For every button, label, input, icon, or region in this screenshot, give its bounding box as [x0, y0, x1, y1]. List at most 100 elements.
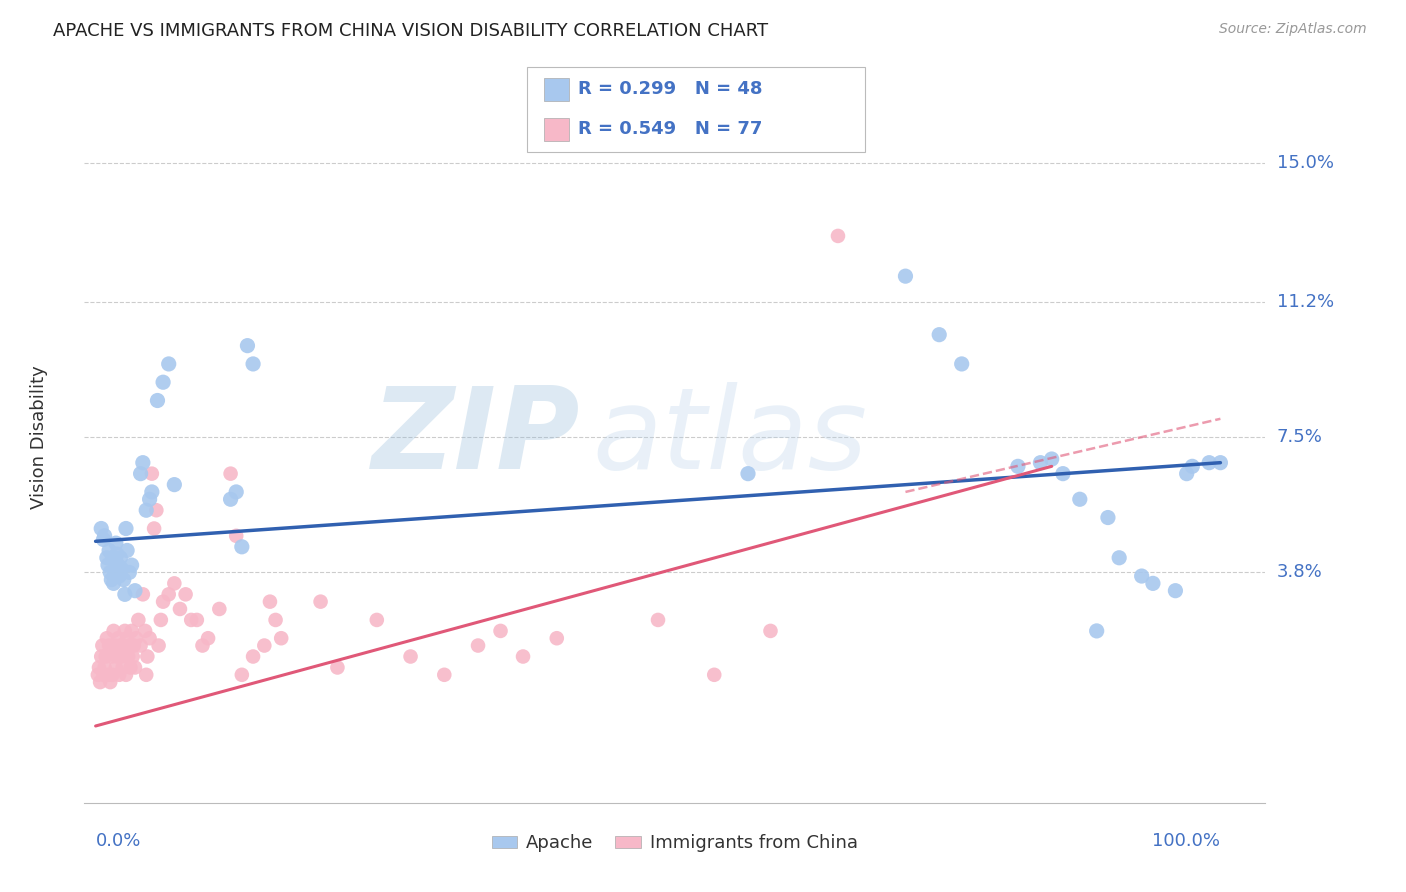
Point [125, 632, 148, 646]
Point [110, 562, 132, 576]
Point [104, 566, 127, 580]
Point [138, 492, 160, 507]
Point [112, 639, 135, 653]
Point [124, 660, 146, 674]
Point [231, 540, 253, 554]
Point [118, 639, 141, 653]
Point [98, 543, 121, 558]
Point [107, 558, 129, 573]
Point [98, 675, 121, 690]
Text: 11.2%: 11.2% [1277, 293, 1334, 310]
Point [97, 558, 120, 573]
Point [149, 613, 172, 627]
Point [110, 649, 132, 664]
Point [141, 485, 163, 500]
Text: 3.8%: 3.8% [1277, 564, 1322, 582]
Point [197, 632, 219, 646]
Legend: Apache, Immigrants from China: Apache, Immigrants from China [485, 827, 865, 860]
Point [87, 660, 110, 674]
Point [132, 587, 155, 601]
Point [121, 624, 143, 638]
Point [366, 613, 388, 627]
Point [1052, 467, 1074, 481]
Point [124, 583, 146, 598]
Point [93, 529, 115, 543]
Point [1097, 510, 1119, 524]
Point [242, 357, 264, 371]
Point [115, 667, 138, 681]
Point [136, 649, 159, 664]
Point [127, 613, 149, 627]
Text: APACHE VS IMMIGRANTS FROM CHINA VISION DISABILITY CORRELATION CHART: APACHE VS IMMIGRANTS FROM CHINA VISION D… [53, 22, 769, 40]
Point [208, 602, 231, 616]
Point [93, 660, 115, 674]
Point [1142, 576, 1164, 591]
Point [93, 667, 115, 681]
Point [145, 503, 167, 517]
Point [104, 660, 127, 674]
Text: Source: ZipAtlas.com: Source: ZipAtlas.com [1219, 22, 1367, 37]
Point [146, 393, 169, 408]
Text: 0.0%: 0.0% [96, 832, 141, 850]
Point [1175, 467, 1198, 481]
Point [1029, 456, 1052, 470]
Point [97, 667, 120, 681]
Point [1130, 569, 1153, 583]
Point [259, 594, 281, 608]
Point [399, 649, 422, 664]
Point [827, 228, 849, 243]
Point [191, 639, 214, 653]
Point [98, 639, 121, 653]
Point [894, 269, 917, 284]
Point [132, 456, 155, 470]
Point [104, 536, 127, 550]
Point [96, 632, 118, 646]
Text: 15.0%: 15.0% [1277, 153, 1333, 172]
Point [546, 632, 568, 646]
Point [157, 357, 180, 371]
Point [928, 327, 950, 342]
Point [111, 660, 134, 674]
Point [90, 521, 112, 535]
Point [114, 587, 136, 601]
Point [219, 467, 242, 481]
Point [100, 573, 122, 587]
Point [174, 587, 197, 601]
Point [326, 660, 349, 674]
Point [169, 602, 191, 616]
Point [157, 587, 180, 601]
Point [105, 649, 128, 664]
Text: Vision Disability: Vision Disability [31, 365, 48, 509]
Point [1209, 456, 1232, 470]
Point [121, 649, 143, 664]
Point [91, 639, 114, 653]
Point [143, 521, 166, 535]
Point [242, 649, 264, 664]
Point [118, 566, 141, 580]
Point [115, 521, 138, 535]
Point [225, 529, 247, 543]
Point [117, 649, 139, 664]
Point [107, 632, 129, 646]
Point [135, 503, 157, 517]
Point [89, 675, 111, 690]
Text: ZIP: ZIP [373, 382, 581, 492]
Point [129, 639, 152, 653]
Point [110, 550, 132, 565]
Point [1085, 624, 1108, 638]
Point [122, 639, 145, 653]
Point [703, 667, 725, 681]
Point [186, 613, 208, 627]
Point [1040, 452, 1063, 467]
Point [101, 550, 124, 565]
Point [231, 667, 253, 681]
Text: 100.0%: 100.0% [1153, 832, 1220, 850]
Point [87, 667, 110, 681]
Point [225, 485, 247, 500]
Text: R = 0.299   N = 48: R = 0.299 N = 48 [578, 80, 762, 98]
Point [219, 492, 242, 507]
Point [94, 649, 117, 664]
Point [115, 632, 138, 646]
Point [148, 639, 170, 653]
Point [1181, 459, 1204, 474]
